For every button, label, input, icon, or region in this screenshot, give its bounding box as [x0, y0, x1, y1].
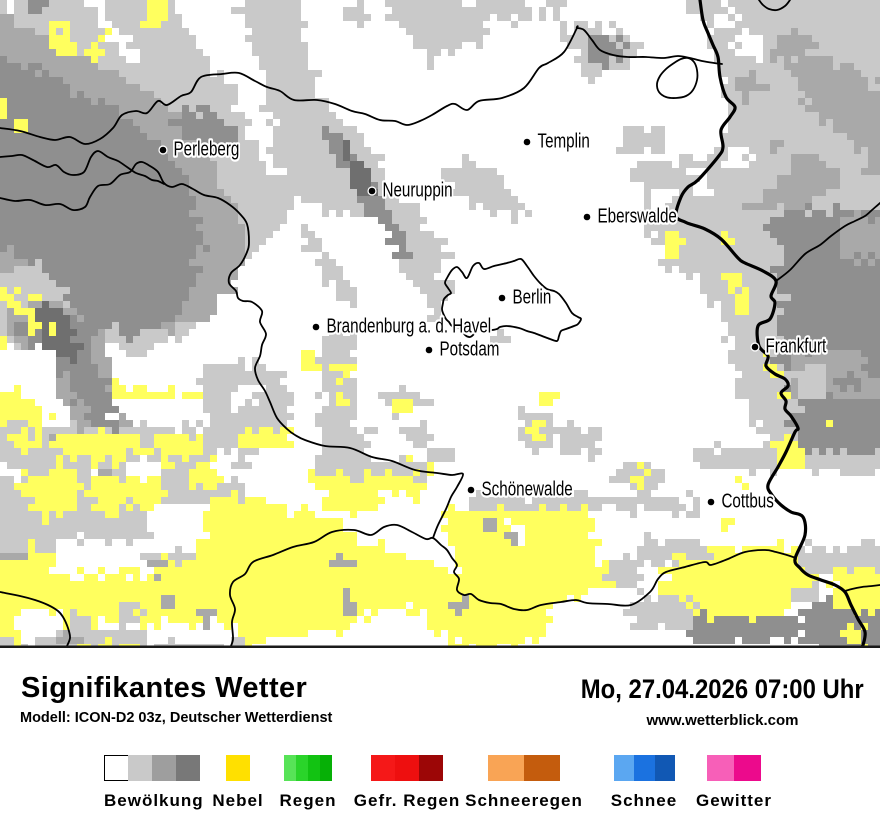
- svg-text:Berlin: Berlin: [512, 285, 551, 308]
- svg-text:Eberswalde: Eberswalde: [598, 204, 677, 227]
- svg-text:Brandenburg a. d. Havel: Brandenburg a. d. Havel: [326, 314, 491, 337]
- svg-text:Schönewalde: Schönewalde: [482, 477, 573, 500]
- svg-text:Neuruppin: Neuruppin: [383, 178, 453, 201]
- svg-text:Potsdam: Potsdam: [440, 337, 500, 360]
- svg-text:Perleberg: Perleberg: [174, 137, 240, 160]
- svg-text:Cottbus: Cottbus: [721, 489, 773, 512]
- svg-text:Frankfurt: Frankfurt: [765, 334, 826, 357]
- svg-text:Templin: Templin: [537, 129, 589, 152]
